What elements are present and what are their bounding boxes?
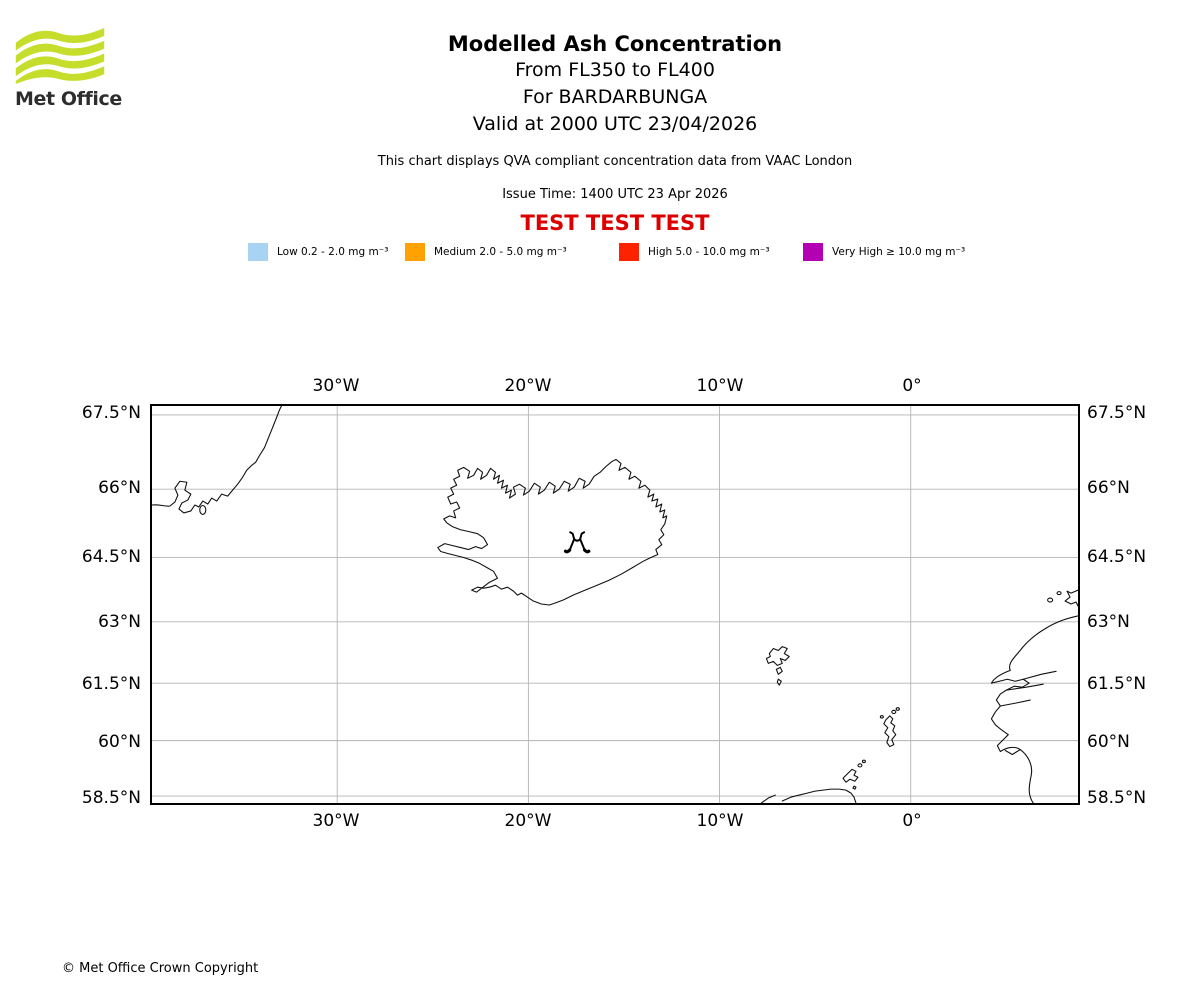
- ytick-right-58-5n: 58.5°N: [1087, 788, 1147, 808]
- xtick-bottom-10w: 10°W: [696, 811, 744, 831]
- met-office-logo-text: Met Office: [15, 88, 122, 110]
- coastline-norway-fjord: [999, 699, 1031, 707]
- ytick-left-63n: 63°N: [98, 612, 141, 632]
- map-svg: [152, 406, 1078, 803]
- coastline-faroe-islands: [765, 646, 790, 666]
- coastline-norway-islet: [1056, 591, 1062, 596]
- coastline-orkney-islet: [852, 785, 857, 790]
- xtick-top-30w: 30°W: [312, 376, 360, 396]
- coastline-norway: [990, 615, 1078, 803]
- coastline-scotland: [781, 788, 857, 803]
- legend-label-medium: Medium 2.0 - 5.0 mg m⁻³: [434, 246, 567, 258]
- ytick-left-61-5n: 61.5°N: [81, 674, 141, 694]
- issue-time: Issue Time: 1400 UTC 23 Apr 2026: [502, 187, 728, 202]
- graticule-gridlines: [152, 406, 1078, 803]
- xtick-top-0: 0°: [902, 376, 922, 396]
- subtitle-volcano-name: For BARDARBUNGA: [522, 86, 708, 108]
- ytick-right-64-5n: 64.5°N: [1087, 547, 1147, 567]
- coastline-norway-islet: [1047, 597, 1054, 603]
- legend-label-low: Low 0.2 - 2.0 mg m⁻³: [277, 246, 389, 258]
- ytick-right-61-5n: 61.5°N: [1087, 674, 1147, 694]
- map-panel: [150, 404, 1080, 805]
- coastline-iceland: [437, 458, 668, 606]
- ytick-right-60n: 60°N: [1087, 732, 1130, 752]
- coastline-shetland-islet: [891, 709, 897, 715]
- ytick-left-66n: 66°N: [98, 478, 141, 498]
- page-title: Modelled Ash Concentration: [447, 32, 783, 56]
- volcano-icon: [563, 531, 591, 554]
- legend-swatch-high: [619, 243, 639, 261]
- coastline-orkney-islet: [861, 759, 866, 764]
- ytick-right-63n: 63°N: [1087, 612, 1130, 632]
- ytick-left-64-5n: 64.5°N: [81, 547, 141, 567]
- legend-item-very-high: Very High ≥ 10.0 mg m⁻³: [803, 242, 965, 262]
- coastline-greenland: [152, 406, 282, 514]
- coastline-faroe-islet: [776, 678, 782, 686]
- coastline-scotland: [760, 794, 776, 803]
- coastline-norway-fjord: [1005, 683, 1044, 691]
- subtitle-valid-time: Valid at 2000 UTC 23/04/2026: [472, 113, 758, 135]
- legend-label-very-high: Very High ≥ 10.0 mg m⁻³: [832, 246, 966, 258]
- xtick-bottom-20w: 20°W: [504, 811, 552, 831]
- xtick-bottom-30w: 30°W: [312, 811, 360, 831]
- coastline-norway-hook: [1064, 589, 1078, 607]
- copyright-text: © Met Office Crown Copyright: [62, 961, 259, 976]
- legend-swatch-low: [248, 243, 268, 261]
- legend-swatch-medium: [405, 243, 425, 261]
- coastline-shetland-islet: [879, 715, 884, 719]
- ytick-left-58-5n: 58.5°N: [81, 788, 141, 808]
- xtick-bottom-0: 0°: [902, 811, 922, 831]
- qva-compliance-note: This chart displays QVA compliant concen…: [377, 154, 853, 169]
- coastline-norway-fjord: [1022, 670, 1057, 680]
- coastline-orkney-islet: [857, 763, 863, 768]
- legend-item-high: High 5.0 - 10.0 mg m⁻³: [619, 242, 770, 262]
- xtick-top-20w: 20°W: [504, 376, 552, 396]
- ytick-right-67-5n: 67.5°N: [1087, 403, 1147, 423]
- ytick-right-66n: 66°N: [1087, 478, 1130, 498]
- legend-label-high: High 5.0 - 10.0 mg m⁻³: [648, 246, 770, 258]
- met-office-logo: Met Office: [15, 27, 122, 110]
- subtitle-flight-levels: From FL350 to FL400: [515, 59, 715, 81]
- test-banner: TEST TEST TEST: [520, 211, 710, 235]
- coastline-greenland-islet: [199, 504, 207, 515]
- ytick-left-60n: 60°N: [98, 732, 141, 752]
- coastline-orkney: [842, 768, 859, 783]
- coastline-shetland: [883, 715, 897, 748]
- legend-item-low: Low 0.2 - 2.0 mg m⁻³: [248, 242, 388, 262]
- header-block: Modelled Ash Concentration From FL350 to…: [150, 0, 1080, 236]
- ytick-left-67-5n: 67.5°N: [81, 403, 141, 423]
- xtick-top-10w: 10°W: [696, 376, 744, 396]
- coastline-faroe-islet: [775, 666, 783, 675]
- met-office-logo-waves: [15, 27, 105, 84]
- coastline-norway-fjord: [1004, 748, 1021, 756]
- legend-swatch-very-high: [803, 243, 823, 261]
- coastline-shetland-islet: [895, 707, 900, 711]
- legend-item-medium: Medium 2.0 - 5.0 mg m⁻³: [405, 242, 567, 262]
